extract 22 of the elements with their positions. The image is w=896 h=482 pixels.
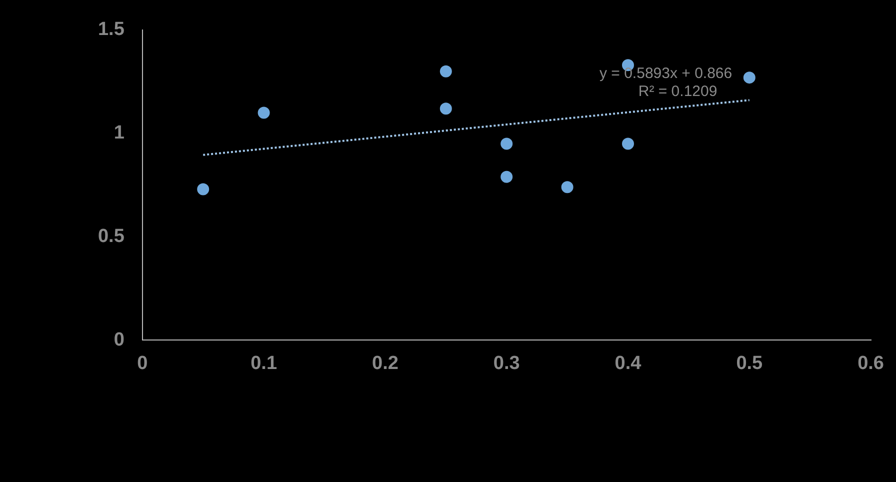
y-tick-label: 0.5 [98,226,125,248]
y-tick-label: 1 [114,122,125,144]
x-tick-label: 0.3 [493,352,520,374]
point [500,138,513,150]
x-tick-label: 0.2 [372,352,398,374]
point [743,72,756,84]
point [622,138,634,150]
point [500,170,513,183]
x-tick-label: 0.1 [250,352,278,374]
annotation: y = 0.5893x + 0.866 [599,65,732,82]
x-tick-label: 0 [137,352,148,374]
annotation: R² = 0.1209 [638,83,718,100]
x-tick-label: 0.5 [736,352,764,374]
y-tick-label: 1.5 [98,19,125,40]
point [561,181,574,194]
point [440,65,452,78]
x-tick-label: 0.6 [858,352,884,374]
x-tick-label: 0.4 [614,352,642,374]
point [258,106,270,119]
y-tick-label: 0 [114,329,124,350]
point [197,183,210,196]
point [440,102,452,115]
